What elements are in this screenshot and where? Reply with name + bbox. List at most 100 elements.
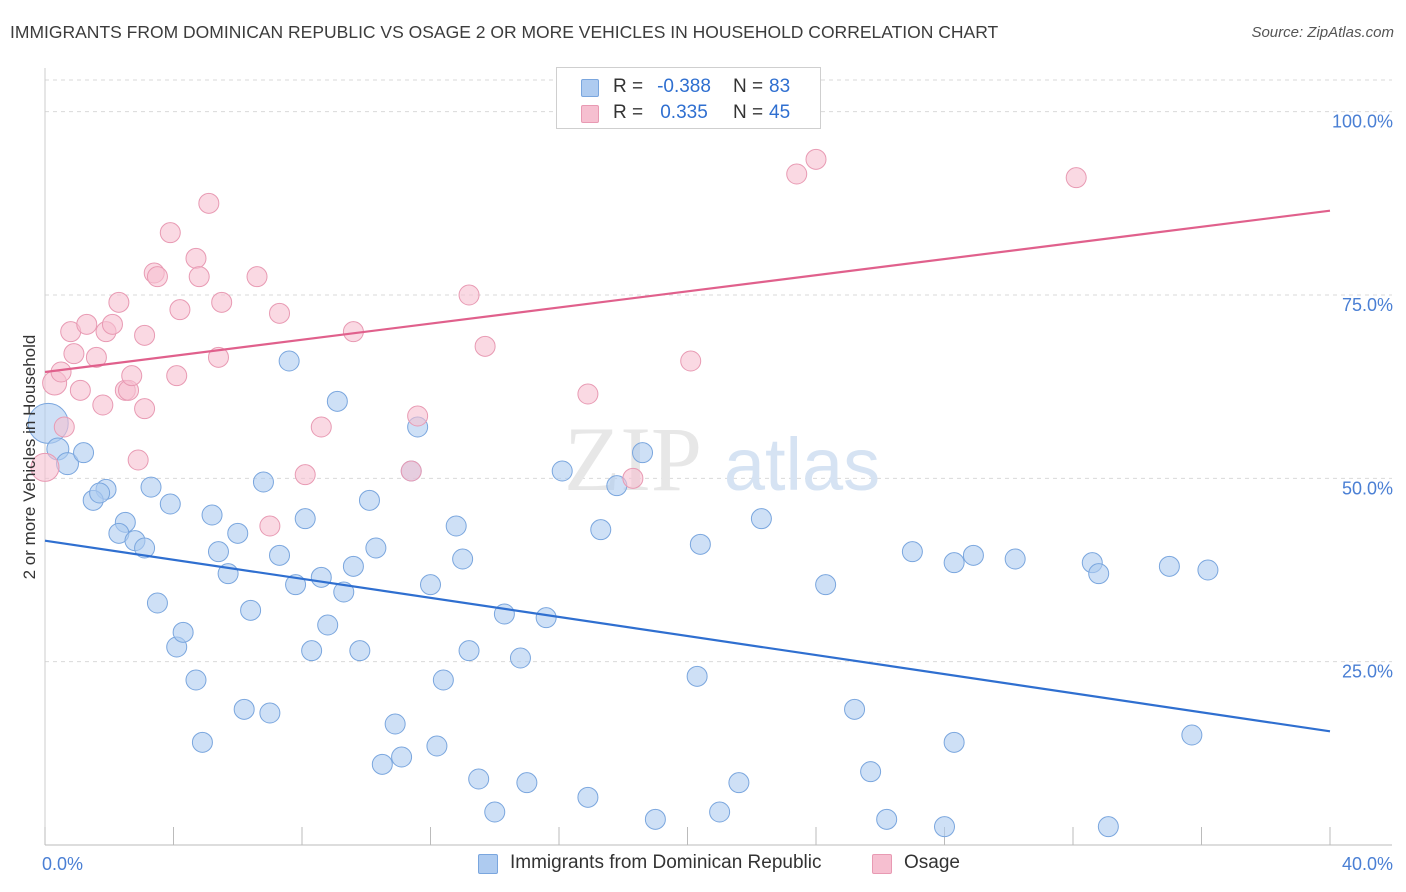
data-point-osage [198,192,220,214]
data-point-dominican-republic [371,753,393,775]
data-point-osage [259,515,281,537]
data-point-dominican-republic [686,665,708,687]
data-point-osage [30,452,60,482]
data-point-osage [294,464,316,486]
trend-line-dominican-republic [44,539,1331,733]
data-point-osage [166,365,188,387]
data-point-osage [121,365,143,387]
data-point-dominican-republic [815,574,837,596]
data-point-dominican-republic [294,508,316,530]
data-point-dominican-republic [252,471,274,493]
data-point-dominican-republic [259,702,281,724]
data-point-dominican-republic [140,476,162,498]
data-point-osage [85,346,107,368]
r-value: -0.388 [657,76,711,97]
data-point-osage [400,460,422,482]
data-point-dominican-republic [709,801,731,823]
y-tick-label: 50.0% [1342,478,1393,498]
trend-layer [44,209,1331,733]
source-label: Source: ZipAtlas.com [1251,24,1394,41]
data-point-dominican-republic [901,541,923,563]
data-point-osage [211,291,233,313]
data-point-dominican-republic [1004,548,1026,570]
data-point-osage [101,313,123,335]
pink-swatch [872,854,892,874]
data-point-osage [458,284,480,306]
data-point-osage [805,148,827,170]
data-point-dominican-republic [1158,555,1180,577]
r-value: 0.335 [660,102,708,123]
data-point-dominican-republic [146,592,168,614]
data-point-dominican-republic [962,544,984,566]
data-point-osage [63,343,85,365]
data-point-dominican-republic [509,647,531,669]
data-point-osage [185,247,207,269]
data-point-dominican-republic [516,772,538,794]
data-point-dominican-republic [943,552,965,574]
data-point-dominican-republic [159,493,181,515]
data-point-osage [92,394,114,416]
data-point-dominican-republic [310,566,332,588]
data-point-osage [50,361,72,383]
data-point-dominican-republic [943,731,965,753]
data-point-osage [577,383,599,405]
watermark-atlas: atlas [724,423,880,506]
grid-layer [45,79,1392,663]
n-label: N = [733,76,764,97]
data-point-dominican-republic [227,522,249,544]
data-point-dominican-republic [420,574,441,596]
data-point-dominican-republic [426,735,448,757]
data-point-dominican-republic [384,713,406,735]
data-point-dominican-republic [317,614,339,636]
watermark-zip: ZIP [564,408,702,510]
data-point-osage [169,299,191,321]
x-tick-label: 40.0% [1342,854,1393,874]
data-point-dominican-republic [269,544,291,566]
data-point-dominican-republic [301,640,323,662]
data-point-dominican-republic [452,548,474,570]
watermark: ZIP atlas [564,408,880,510]
data-point-osage [134,324,156,346]
legend-label: Osage [904,852,960,873]
data-point-dominican-republic [432,669,454,691]
data-point-osage [310,416,332,438]
data-point-osage [69,379,91,401]
data-point-dominican-republic [349,640,371,662]
data-point-dominican-republic [551,460,573,482]
data-point-osage [680,350,702,372]
data-point-dominican-republic [233,698,255,720]
y-tick-label: 25.0% [1342,662,1393,682]
data-point-osage [269,302,291,324]
data-point-dominican-republic [185,669,207,691]
data-point-osage [108,291,130,313]
data-point-dominican-republic [172,621,194,643]
data-point-osage [786,163,808,185]
data-point-osage [76,313,98,335]
data-point-dominican-republic [844,698,866,720]
data-point-dominican-republic [644,808,666,830]
points-layer [27,148,1219,838]
data-point-osage [134,398,156,420]
data-point-dominican-republic [207,541,229,563]
data-point-dominican-republic [1097,816,1119,838]
y-tick-label: 75.0% [1342,295,1393,315]
data-point-dominican-republic [458,640,480,662]
data-point-dominican-republic [689,533,711,555]
stats-legend: R = -0.388 N = 83 R = 0.335 N = 45 [556,67,821,129]
n-value: 45 [769,102,791,123]
data-point-dominican-republic [333,581,355,603]
x-tick-label: 0.0% [42,854,83,874]
blue-swatch [478,854,498,874]
data-point-dominican-republic [750,508,772,530]
data-point-dominican-republic [860,761,882,783]
labels-layer: 25.0% 50.0% 75.0% 100.0% 0.0% 40.0% 2 or more … [20,112,1393,874]
series-legend: Immigrants from Dominican Republic Osage [0,852,1406,878]
data-point-osage [127,449,149,471]
data-point-dominican-republic [358,489,380,511]
trend-line-osage [44,209,1331,374]
data-point-dominican-republic [240,599,262,621]
chart-title: IMMIGRANTS FROM DOMINICAN REPUBLIC VS OS… [10,22,999,42]
y-axis-label: 2 or more Vehicles in Household [20,335,39,580]
data-point-dominican-republic [89,482,111,504]
